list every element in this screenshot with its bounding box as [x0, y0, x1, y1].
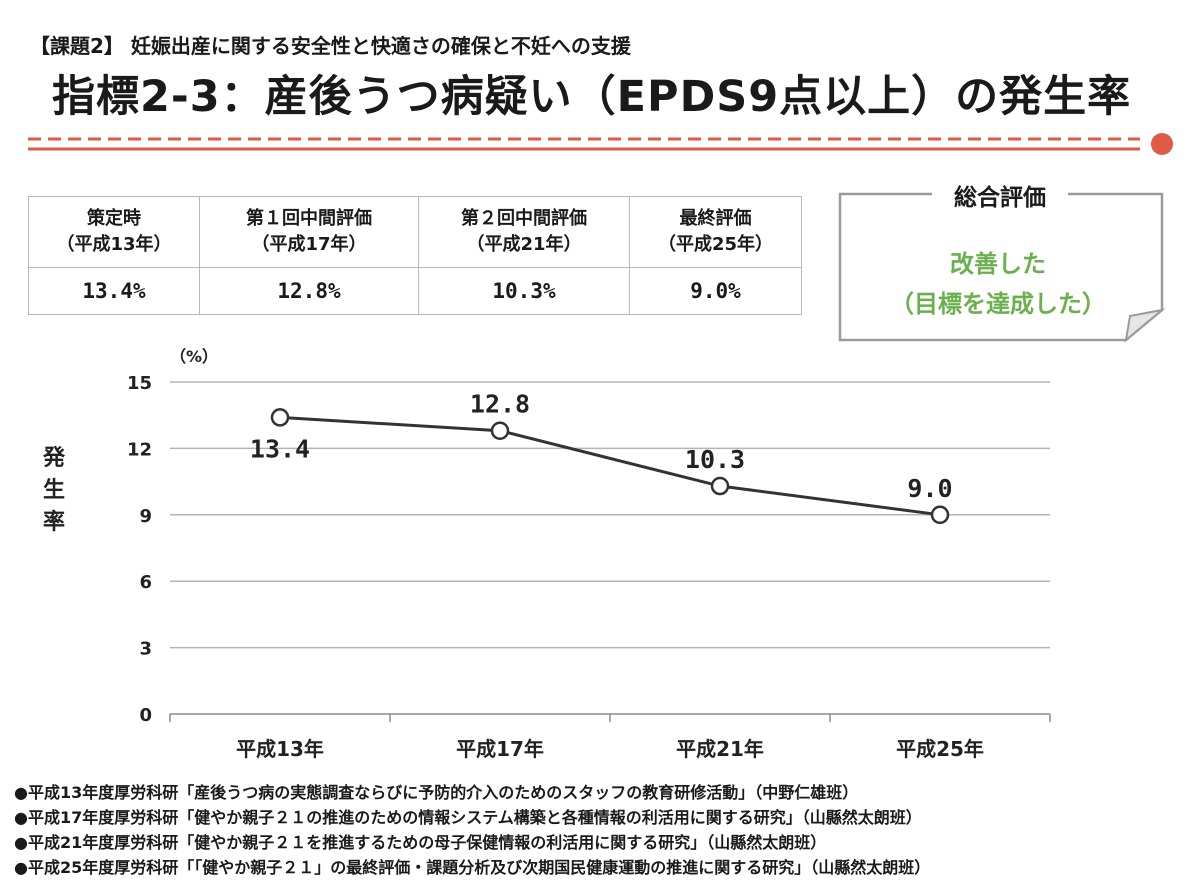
line-chart: 0 3 6 9 12 15 平成13年 平成17年 平成21年 平成25年 （%） 発生率 13.4 12…: [0, 330, 1190, 780]
y-unit-label: （%）: [170, 347, 218, 366]
reference-item: ●平成13年度厚労科研「産後うつ病の実態調査ならびに予防的介入のためのスタッフの…: [14, 780, 930, 805]
indicator-table: 策定時 （平成13年） 第１回中間評価 （平成17年） 第２回中間評価 （平成21年）…: [28, 196, 802, 315]
table-header-cell: 策定時 （平成13年）: [29, 197, 200, 268]
y-tick-label: 15: [127, 373, 152, 394]
table-value-cell: 13.4%: [29, 268, 200, 315]
y-tick-label: 0: [139, 705, 152, 726]
series-line: [280, 417, 940, 514]
data-point: [272, 409, 288, 425]
reference-item: ●平成17年度厚労科研「健やか親子２１の推進のための情報システム構築と各種情報の…: [14, 805, 930, 830]
table-header-cell: 最終評価 （平成25年）: [630, 197, 802, 268]
evaluation-result-line: 改善した: [838, 244, 1158, 284]
table-value-cell: 9.0%: [630, 268, 802, 315]
data-label: 12.8: [470, 390, 530, 419]
data-point: [492, 423, 508, 439]
x-tick-label: 平成13年: [236, 737, 324, 761]
title-divider: [28, 130, 1178, 160]
y-tick-label: 6: [139, 572, 152, 593]
references: ●平成13年度厚労科研「産後うつ病の実態調査ならびに予防的介入のためのスタッフの…: [14, 780, 930, 880]
y-axis-label-char: 生: [43, 478, 65, 503]
y-tick-label: 12: [127, 439, 152, 460]
table-header-cell: 第１回中間評価 （平成17年）: [200, 197, 419, 268]
table-value-cell: 12.8%: [200, 268, 419, 315]
x-tick-label: 平成17年: [456, 737, 544, 761]
page-title: 指標2-3：産後うつ病疑い（EPDS9点以上）の発生率: [52, 62, 1131, 124]
table-header-cell: 第２回中間評価 （平成21年）: [419, 197, 630, 268]
reference-item: ●平成25年度厚労科研「「健やか親子２１」の最終評価・課題分析及び次期国民健康運…: [14, 855, 930, 880]
data-label: 13.4: [250, 434, 310, 463]
y-axis-label-char: 発: [42, 446, 66, 471]
y-tick-label: 9: [139, 506, 152, 527]
divider-dot-icon: [1151, 133, 1173, 155]
data-point: [932, 507, 948, 523]
section-subtitle: 【課題2】 妊娠出産に関する安全性と快適さの確保と不妊への支援: [30, 30, 631, 59]
x-tick-label: 平成25年: [896, 737, 984, 761]
reference-item: ●平成21年度厚労科研「健やか親子２１を推進するための母子保健情報の利活用に関す…: [14, 830, 930, 855]
table-value-cell: 10.3%: [419, 268, 630, 315]
data-point: [712, 478, 728, 494]
evaluation-result-line: （目標を達成した）: [838, 284, 1158, 324]
evaluation-result: 改善した （目標を達成した）: [838, 244, 1158, 324]
y-tick-label: 3: [139, 639, 152, 660]
x-tick-label: 平成21年: [676, 737, 764, 761]
data-label: 10.3: [685, 445, 745, 474]
y-axis-label-char: 率: [43, 509, 65, 535]
evaluation-title: 総合評価: [838, 178, 1162, 212]
data-label: 9.0: [907, 474, 952, 503]
